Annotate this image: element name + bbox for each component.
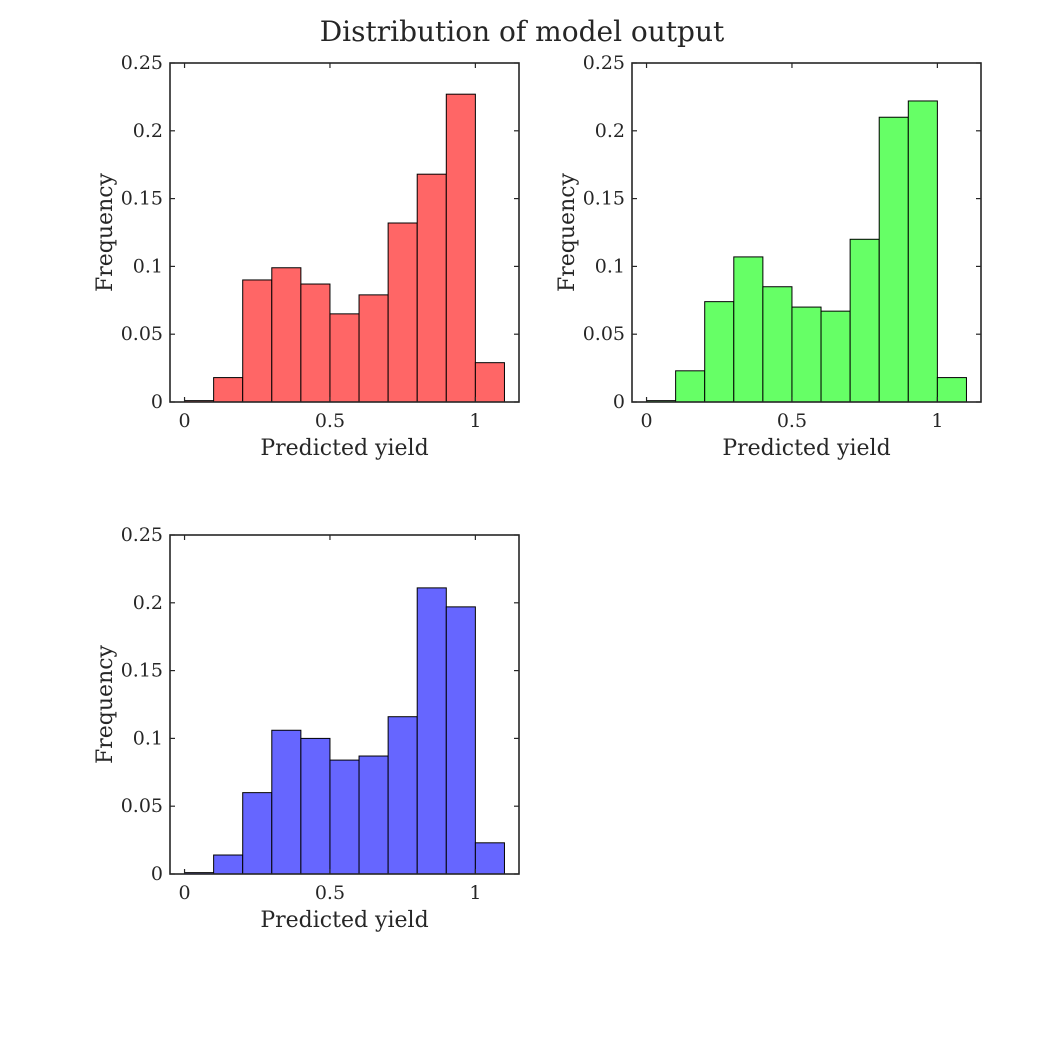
histogram-bar xyxy=(416,587,447,875)
histogram-panel-2: 0 0.05 0.1 0.15 0.2 0.25 0 0.5 1 Predicted yield F… xyxy=(555,52,982,461)
axes-frame xyxy=(169,62,520,403)
histogram-bar xyxy=(733,256,764,403)
y-tick-label: 0 xyxy=(151,391,163,413)
histogram-bar xyxy=(820,310,851,403)
histogram-bar xyxy=(791,306,822,403)
x-tick-label: 1 xyxy=(469,882,481,904)
y-tick-label: 0.15 xyxy=(121,660,163,682)
histogram-bar xyxy=(936,377,967,403)
histogram-bar xyxy=(762,286,793,403)
x-axis-label: Predicted yield xyxy=(722,436,890,461)
x-axis-label: Predicted yield xyxy=(260,436,428,461)
x-tick-label: 0 xyxy=(640,410,652,432)
y-tick-label: 0.1 xyxy=(133,727,163,749)
x-tick-label: 0.5 xyxy=(315,882,345,904)
histogram-panel-3: 0 0.05 0.1 0.15 0.2 0.25 0 0.5 1 Predicted yield F… xyxy=(93,524,520,933)
y-tick-label: 0 xyxy=(151,863,163,885)
y-axis-label: Frequency xyxy=(93,172,118,292)
x-tick-label: 1 xyxy=(469,410,481,432)
histogram-bar xyxy=(474,362,505,403)
histogram-bar xyxy=(907,100,938,403)
histogram-bar xyxy=(300,283,331,403)
x-tick-label: 0.5 xyxy=(777,410,807,432)
y-tick-label: 0.15 xyxy=(121,188,163,210)
x-tick-label: 0 xyxy=(178,410,190,432)
y-tick-label: 0.25 xyxy=(121,524,163,546)
histogram-bar xyxy=(474,842,505,875)
histogram-bar xyxy=(387,716,418,875)
histogram-bar xyxy=(878,116,909,403)
histogram-bar xyxy=(704,301,735,403)
y-tick-label: 0.1 xyxy=(595,255,625,277)
histogram-panel-1: 0 0.05 0.1 0.15 0.2 0.25 0 0.5 1 Predicted yield F… xyxy=(93,52,520,461)
axes-frame xyxy=(631,62,982,403)
histogram-bar xyxy=(213,377,244,403)
histogram-bar xyxy=(271,267,302,403)
histogram-bar xyxy=(329,759,360,875)
y-tick-label: 0.05 xyxy=(121,795,163,817)
y-tick-label: 0.2 xyxy=(133,120,163,142)
axes-frame xyxy=(169,534,520,875)
y-axis-label: Frequency xyxy=(555,172,580,292)
histogram-bar xyxy=(387,222,418,403)
y-tick-label: 0 xyxy=(613,391,625,413)
histogram-bar xyxy=(242,279,273,403)
histogram-bar xyxy=(675,370,706,403)
histogram-bar xyxy=(849,238,880,403)
x-axis-label: Predicted yield xyxy=(260,908,428,933)
histogram-bar xyxy=(445,93,476,403)
y-tick-label: 0.15 xyxy=(583,188,625,210)
x-tick-label: 0 xyxy=(178,882,190,904)
y-tick-label: 0.25 xyxy=(121,52,163,74)
histogram-bar xyxy=(329,313,360,403)
histogram-bar xyxy=(271,729,302,875)
histogram-bar xyxy=(213,854,244,875)
x-tick-label: 1 xyxy=(931,410,943,432)
y-tick-label: 0.05 xyxy=(121,323,163,345)
y-axis-label: Frequency xyxy=(93,644,118,764)
y-tick-label: 0.1 xyxy=(133,255,163,277)
y-tick-label: 0.2 xyxy=(133,592,163,614)
y-tick-label: 0.25 xyxy=(583,52,625,74)
histogram-bar xyxy=(358,294,389,403)
histogram-bar xyxy=(445,606,476,875)
y-tick-label: 0.2 xyxy=(595,120,625,142)
histogram-bar xyxy=(358,755,389,875)
x-tick-label: 0.5 xyxy=(315,410,345,432)
histogram-bar xyxy=(300,737,331,875)
histogram-bar xyxy=(242,792,273,875)
figure-title: Distribution of model output xyxy=(320,15,725,48)
y-tick-label: 0.05 xyxy=(583,323,625,345)
histogram-bar xyxy=(416,173,447,403)
